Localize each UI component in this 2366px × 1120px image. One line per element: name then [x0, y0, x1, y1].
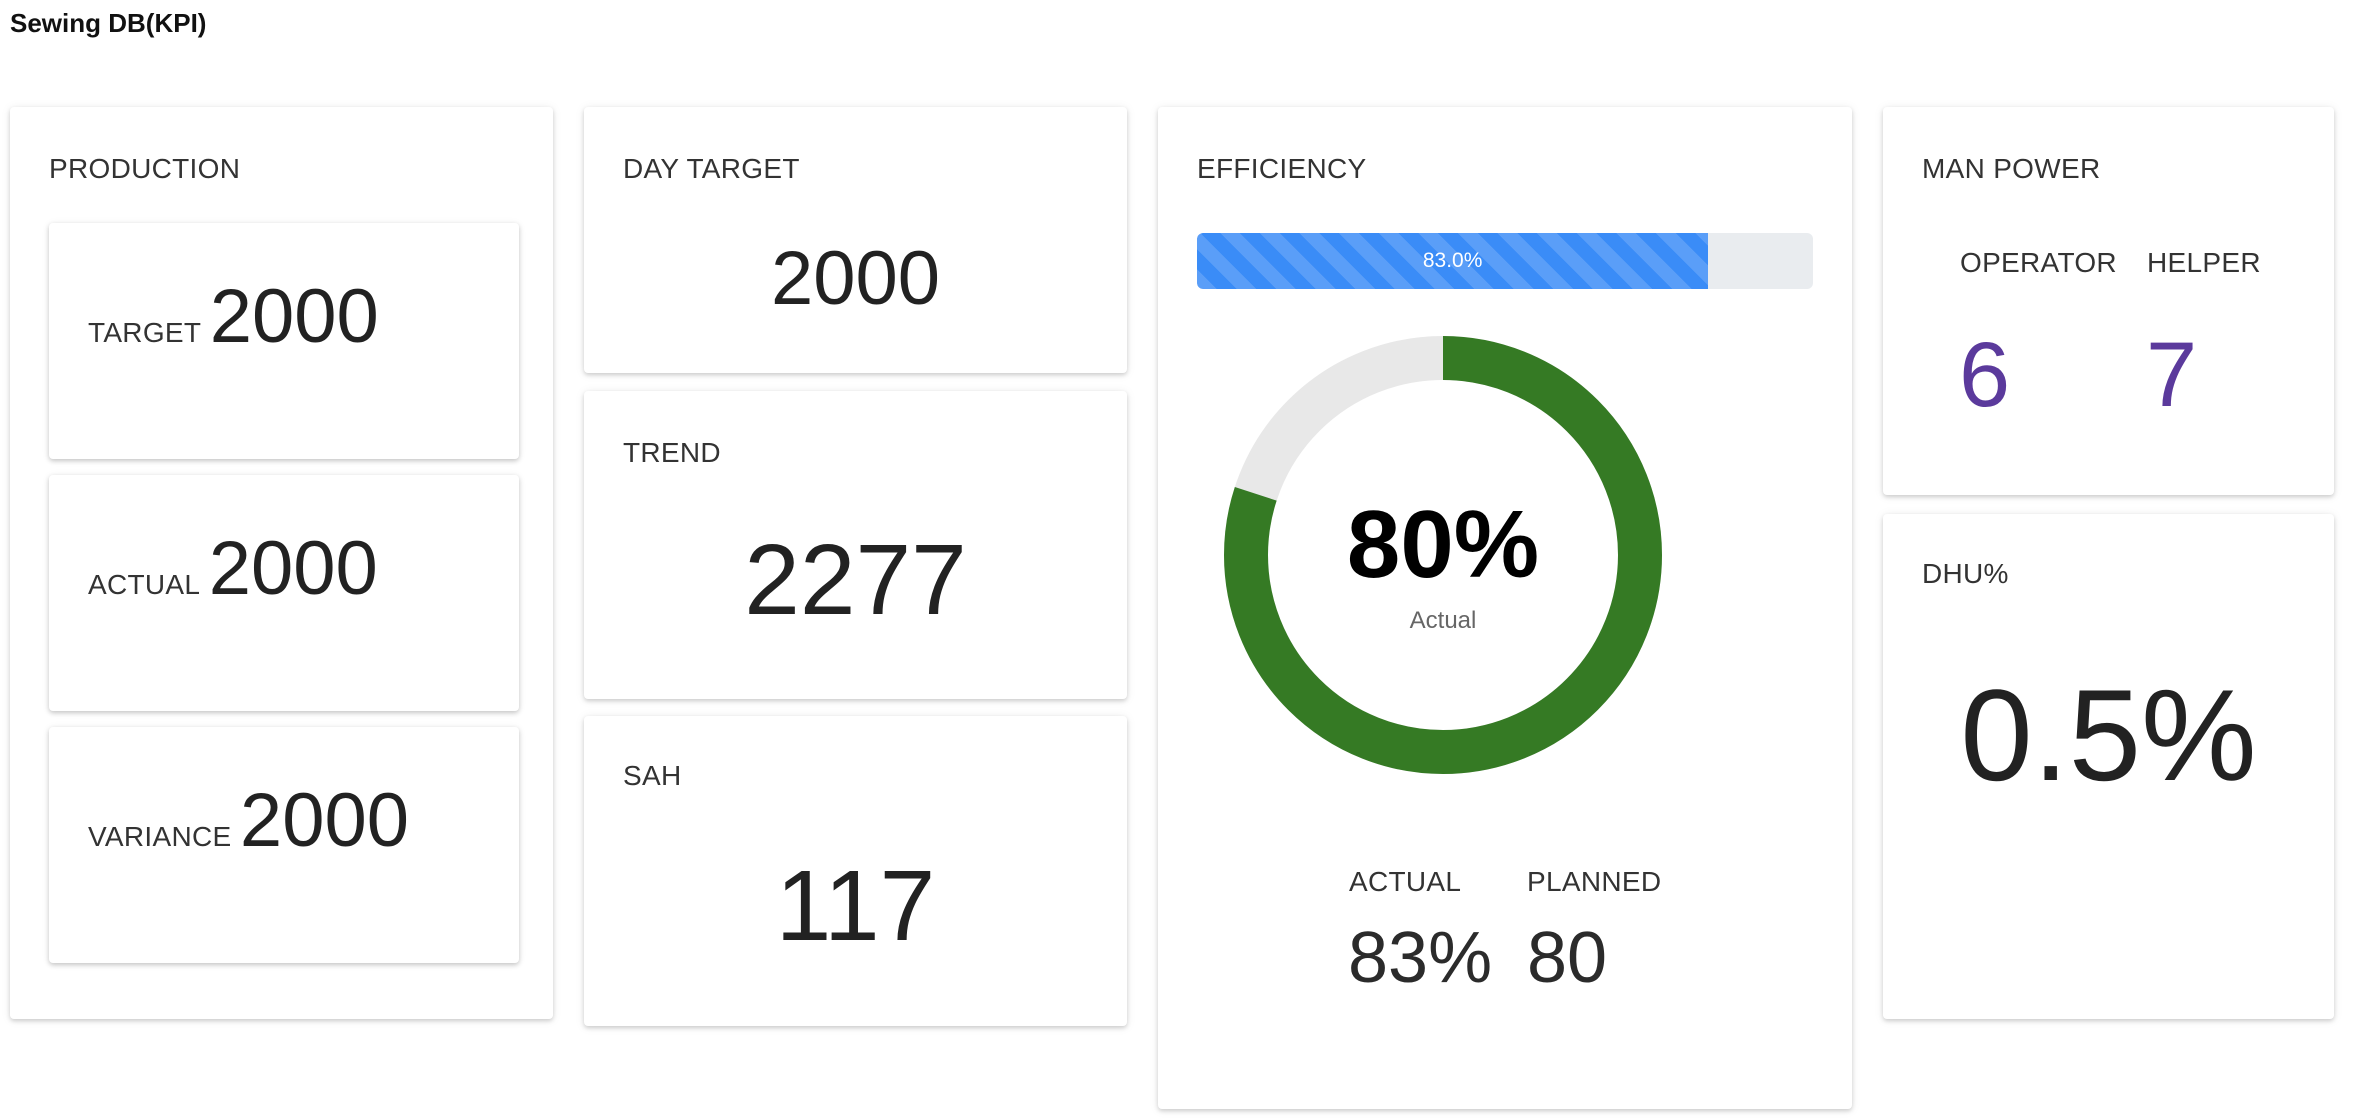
efficiency-planned-label: PLANNED	[1527, 866, 1662, 897]
variance-label: VARIANCE	[88, 821, 232, 852]
actual-value: 2000	[208, 526, 378, 611]
efficiency-progress-label: 83.0%	[1422, 249, 1483, 272]
efficiency-progress-bar: 83.0%	[1197, 233, 1813, 289]
efficiency-actual-value: 83%	[1348, 918, 1493, 998]
dhu-card: DHU% 0.5%	[1883, 514, 2334, 1019]
variance-card: VARIANCE 2000	[49, 727, 519, 963]
man-power-card: MAN POWER OPERATOR HELPER 6 7	[1883, 107, 2334, 495]
dhu-value: 0.5%	[1960, 662, 2257, 808]
sah-title: SAH	[623, 760, 682, 791]
day-target-card: DAY TARGET 2000	[584, 107, 1127, 373]
efficiency-actual-label: ACTUAL	[1349, 866, 1462, 897]
helper-value: 7	[2146, 324, 2198, 426]
efficiency-card: EFFICIENCY 83.0% 80% Actual ACTUAL PLANN…	[1158, 107, 1852, 1109]
efficiency-planned-value: 80	[1527, 918, 1608, 998]
actual-label: ACTUAL	[88, 569, 201, 600]
target-label: TARGET	[88, 317, 202, 348]
trend-title: TREND	[623, 437, 721, 468]
efficiency-progress-fill: 83.0%	[1197, 233, 1709, 289]
operator-label: OPERATOR	[1960, 247, 2117, 278]
day-target-value: 2000	[770, 236, 941, 321]
operator-value: 6	[1959, 324, 2011, 426]
production-card: PRODUCTION TARGET 2000 ACTUAL 2000 VARIA…	[10, 107, 553, 1019]
donut-value: 80%	[1346, 491, 1540, 598]
production-title: PRODUCTION	[49, 153, 241, 184]
target-card: TARGET 2000	[49, 223, 519, 459]
sah-card: SAH 117	[584, 716, 1127, 1026]
efficiency-donut: 80% Actual	[1223, 335, 1663, 775]
actual-card: ACTUAL 2000	[49, 475, 519, 711]
man-power-title: MAN POWER	[1922, 153, 2101, 184]
donut-caption: Actual	[1409, 607, 1477, 634]
efficiency-title: EFFICIENCY	[1197, 153, 1367, 184]
variance-value: 2000	[239, 778, 409, 863]
sah-value: 117	[775, 850, 936, 962]
target-value: 2000	[209, 274, 379, 359]
day-target-title: DAY TARGET	[623, 153, 800, 184]
page-title: Sewing DB(KPI)	[10, 8, 207, 38]
trend-value: 2277	[744, 524, 967, 636]
donut-arc	[1224, 336, 1662, 774]
trend-card: TREND 2277	[584, 391, 1127, 699]
helper-label: HELPER	[2147, 247, 2261, 278]
dhu-title: DHU%	[1922, 558, 2009, 589]
